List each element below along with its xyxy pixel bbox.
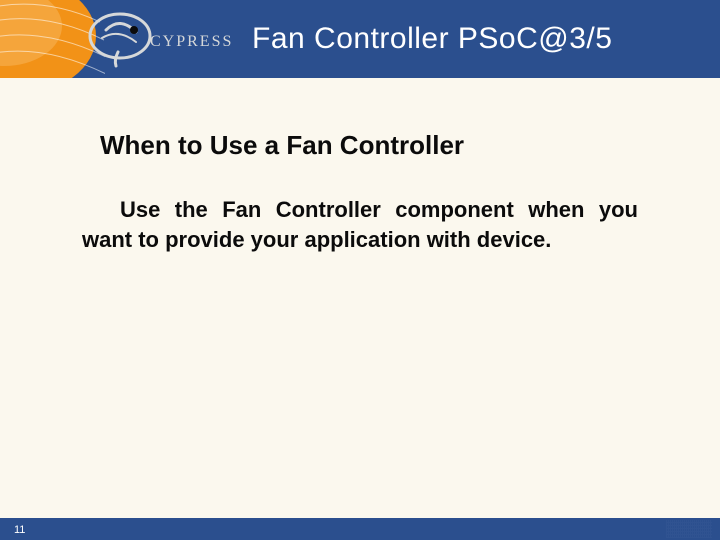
slide-content: When to Use a Fan Controller Use the Fan… [82,130,638,254]
footer-band: 11 [0,518,720,540]
header-band: CYPRESS Fan Controller PSoC@3/5 [0,0,720,78]
body-paragraph: Use the Fan Controller component when yo… [82,195,638,254]
section-heading: When to Use a Fan Controller [82,130,638,161]
footer-right-decoration [666,520,712,538]
page-number: 11 [14,524,25,536]
cypress-logo: CYPRESS [88,2,243,74]
logo-text: CYPRESS [150,33,233,50]
slide-title: Fan Controller PSoC@3/5 [252,22,612,56]
